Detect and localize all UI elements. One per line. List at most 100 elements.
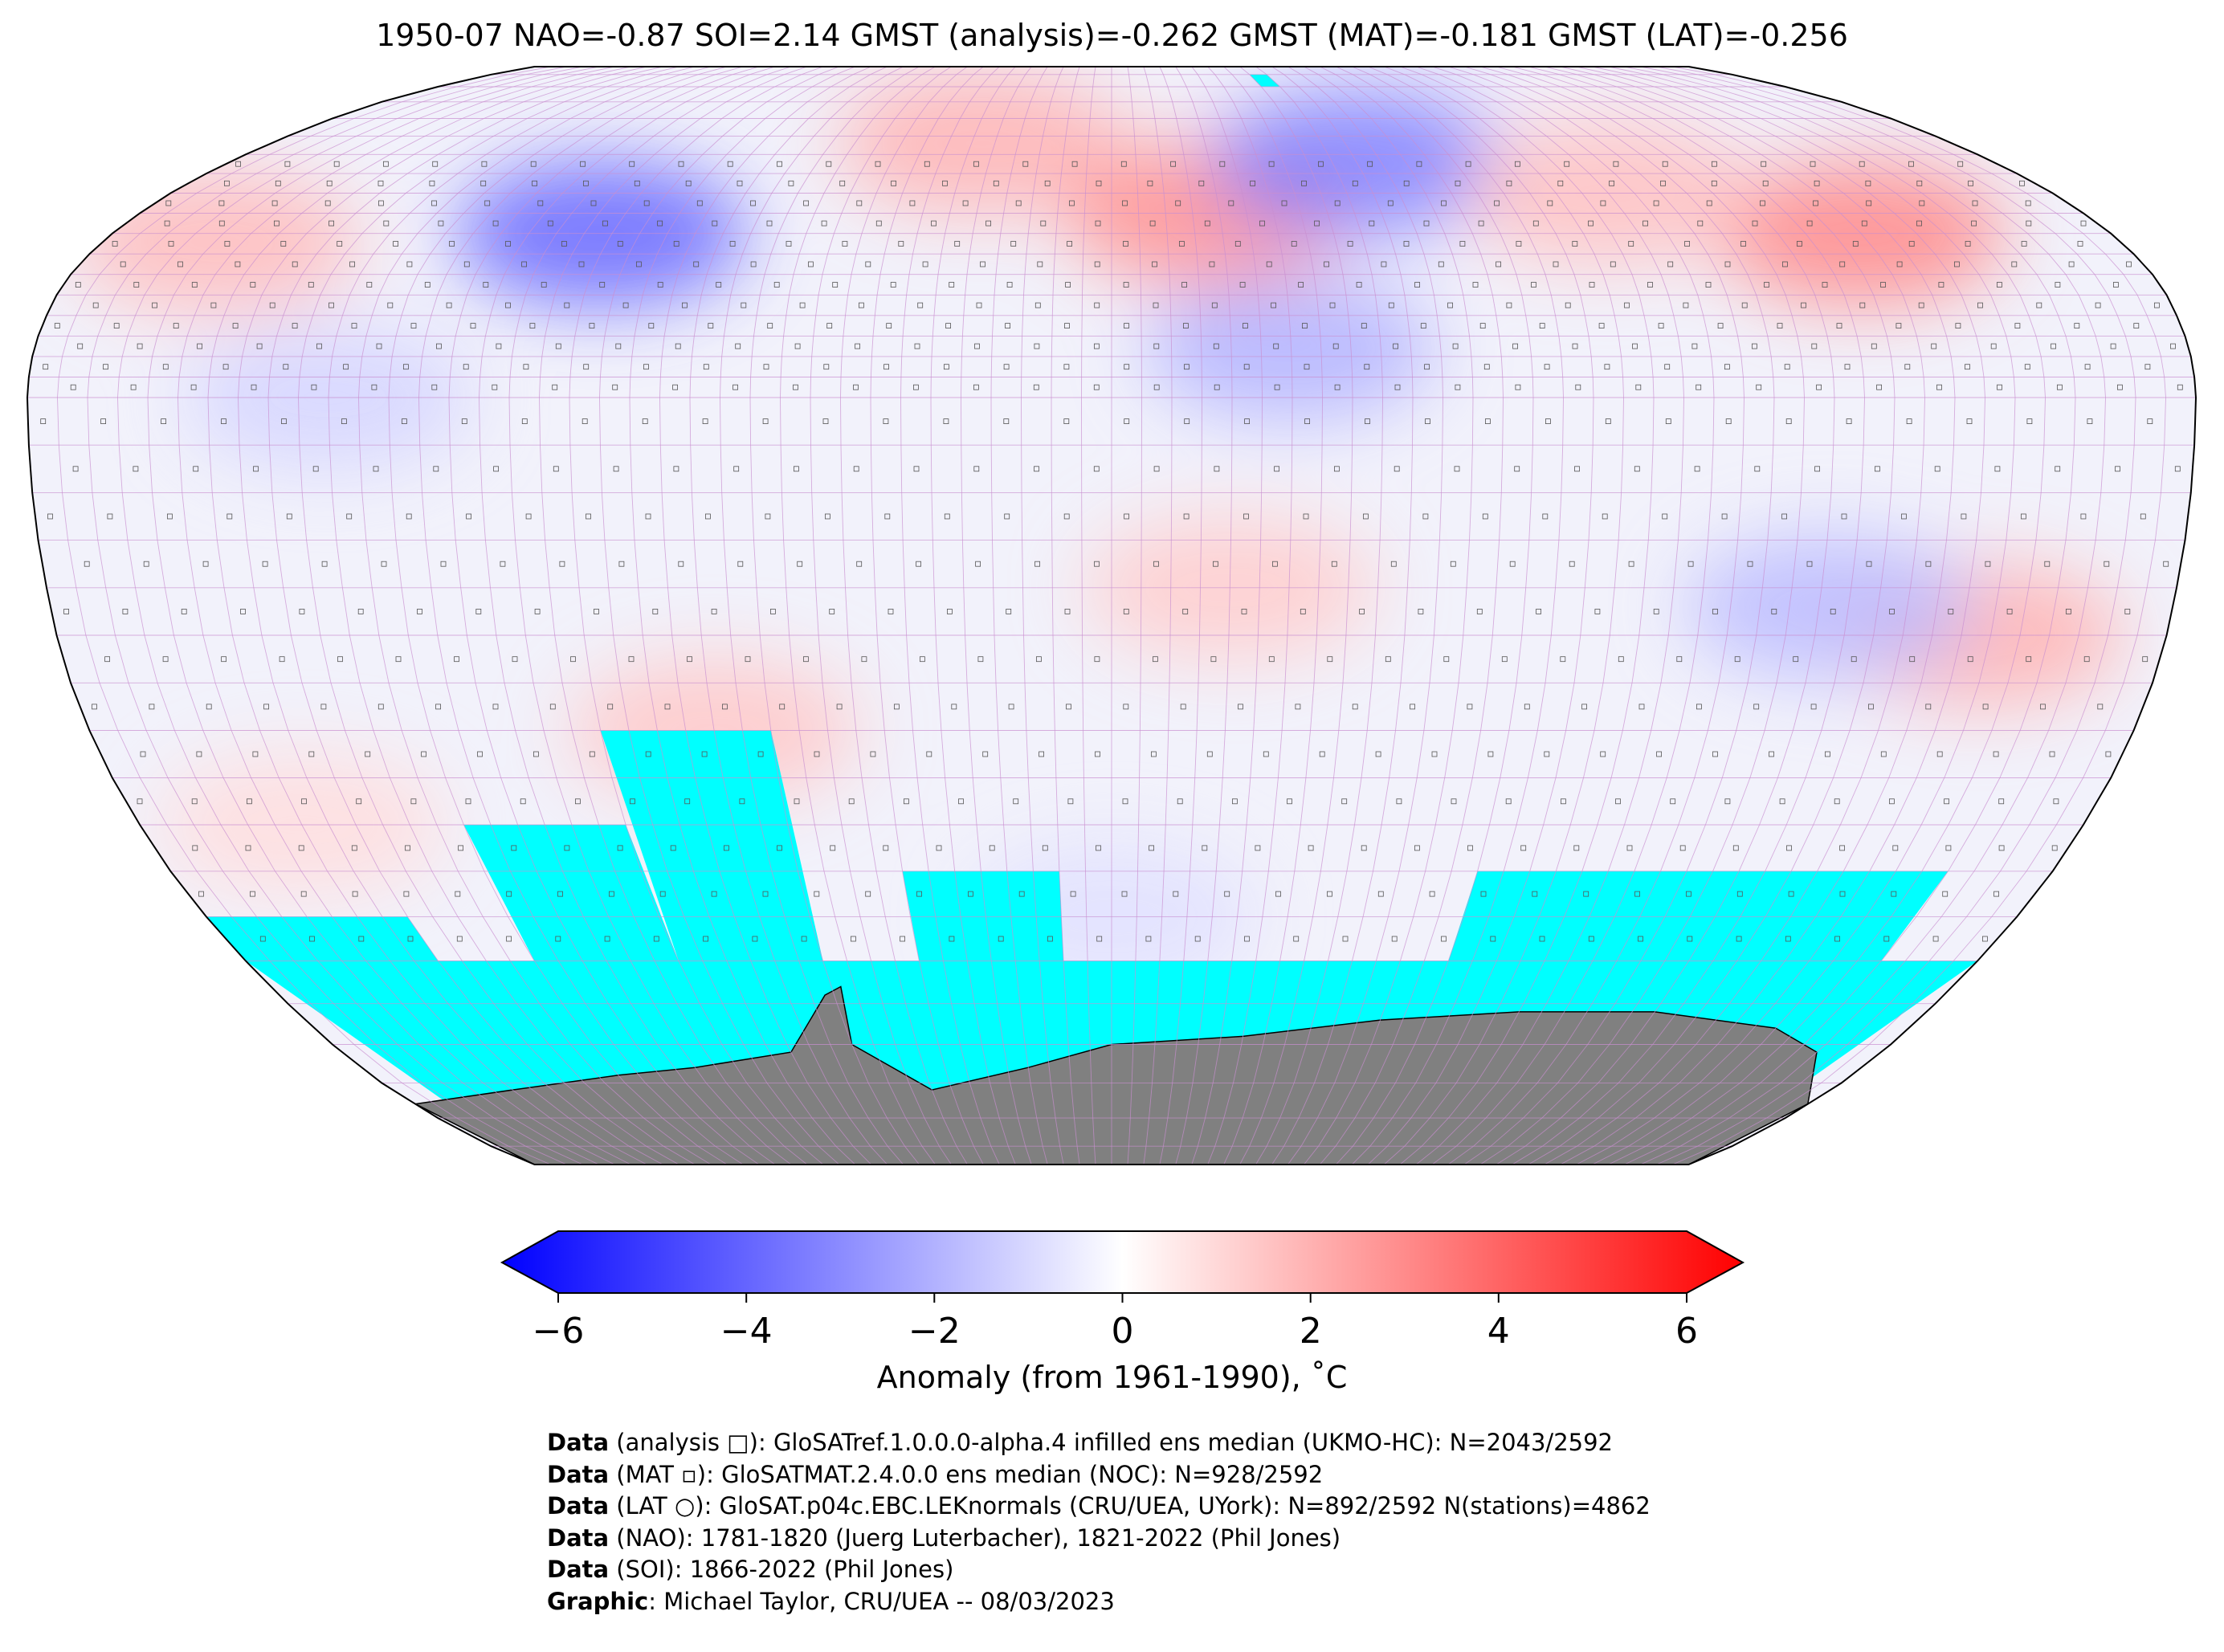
station-marker: [2174, 466, 2181, 472]
station-marker: [973, 384, 979, 390]
station-marker: [173, 323, 179, 329]
station-marker: [226, 513, 233, 520]
station-marker: [2021, 241, 2027, 247]
station-marker: [100, 418, 106, 424]
station-marker: [292, 261, 298, 267]
station-marker: [455, 891, 461, 897]
station-marker: [505, 241, 511, 247]
station-marker: [575, 798, 581, 805]
station-marker: [1034, 466, 1039, 472]
station-marker: [886, 323, 892, 329]
station-marker: [1754, 466, 1761, 472]
station-marker: [1564, 161, 1570, 167]
station-marker: [642, 418, 648, 424]
station-marker: [702, 418, 708, 424]
station-marker: [1459, 241, 1466, 247]
station-marker: [1985, 561, 1991, 567]
station-marker: [249, 891, 255, 897]
station-marker: [1813, 200, 1818, 206]
station-marker: [894, 704, 900, 710]
station-marker: [2124, 609, 2131, 614]
station-marker: [532, 180, 537, 186]
station-marker: [1424, 364, 1430, 370]
station-marker: [1610, 261, 1616, 267]
station-marker: [1993, 891, 2000, 897]
station-marker: [168, 241, 174, 247]
station-marker: [2077, 241, 2083, 247]
station-marker: [1665, 418, 1671, 424]
station-marker: [645, 513, 651, 520]
station-marker: [2116, 384, 2123, 390]
credit-line-text: (NAO): 1781-1820 (Juerg Luterbacher), 18…: [609, 1524, 1341, 1552]
station-marker: [855, 343, 860, 349]
station-marker: [1194, 936, 1201, 942]
station-marker: [1696, 384, 1702, 390]
station-marker: [922, 261, 928, 267]
station-marker: [534, 609, 541, 614]
station-marker: [1888, 798, 1895, 805]
station-marker: [256, 343, 263, 349]
station-marker: [1918, 302, 1924, 308]
station-marker: [1747, 561, 1753, 567]
station-marker: [133, 466, 139, 472]
station-marker: [1173, 891, 1179, 897]
station-marker: [316, 343, 322, 349]
station-marker: [1741, 302, 1748, 308]
station-marker: [1916, 220, 1922, 226]
station-marker: [273, 220, 280, 226]
station-marker: [475, 609, 482, 614]
station-marker: [1531, 282, 1536, 288]
station-marker: [2104, 561, 2110, 567]
station-marker: [1945, 845, 1952, 851]
station-marker: [1866, 200, 1872, 206]
station-marker: [137, 343, 143, 349]
station-marker: [324, 200, 331, 206]
colorbar-bar: [500, 1230, 1745, 1294]
station-marker: [1451, 798, 1457, 805]
station-marker: [583, 180, 589, 186]
station-marker: [197, 343, 203, 349]
station-marker: [1123, 241, 1128, 247]
station-marker: [1684, 241, 1691, 247]
station-marker: [1396, 798, 1402, 805]
station-marker: [926, 751, 932, 757]
station-marker: [54, 323, 60, 329]
station-marker: [1170, 161, 1176, 167]
station-marker: [968, 891, 973, 897]
station-marker: [1814, 180, 1820, 186]
station-marker: [1687, 936, 1693, 942]
station-marker: [762, 891, 769, 897]
station-marker: [246, 798, 252, 805]
station-marker: [830, 845, 836, 851]
station-marker: [1259, 220, 1265, 226]
station-marker: [206, 704, 212, 710]
station-marker: [949, 936, 955, 942]
station-marker: [283, 364, 289, 370]
station-marker: [1781, 513, 1788, 520]
station-marker: [675, 343, 681, 349]
station-marker: [1094, 302, 1100, 308]
station-marker: [1219, 161, 1226, 167]
station-marker: [1008, 704, 1014, 710]
station-marker: [2024, 364, 2030, 370]
station-marker: [454, 656, 459, 663]
station-marker: [2080, 220, 2087, 226]
station-marker: [1390, 561, 1397, 567]
station-marker: [696, 200, 703, 206]
station-marker: [2055, 282, 2061, 288]
station-marker: [1268, 656, 1275, 663]
station-marker: [909, 200, 916, 206]
station-marker: [1034, 561, 1040, 567]
station-marker: [1003, 418, 1010, 424]
station-marker: [1095, 220, 1101, 226]
station-marker: [533, 751, 539, 757]
station-marker: [1697, 220, 1704, 226]
station-marker: [2126, 261, 2132, 267]
station-marker: [351, 323, 357, 329]
station-marker: [1532, 891, 1538, 897]
station-marker: [682, 302, 688, 308]
station-marker: [253, 466, 259, 472]
station-marker: [506, 936, 512, 942]
station-marker: [1634, 891, 1640, 897]
station-marker: [1764, 282, 1769, 288]
